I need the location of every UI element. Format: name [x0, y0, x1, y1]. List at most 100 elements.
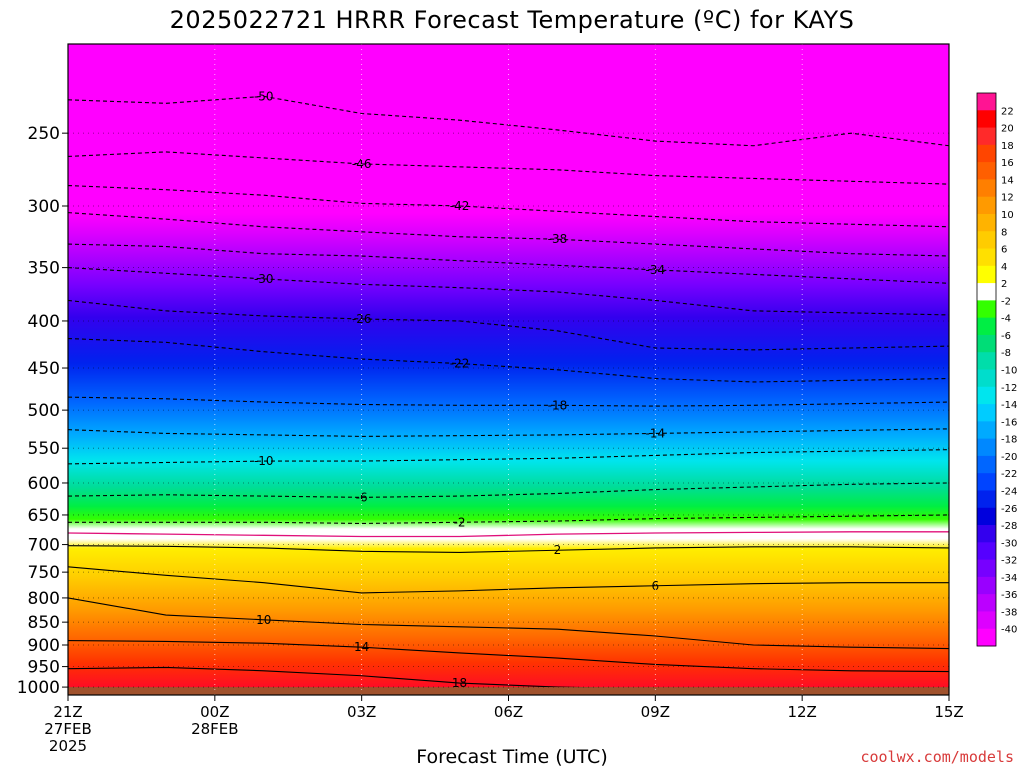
legend-label: -12	[1001, 383, 1017, 394]
y-tick-label: 900	[28, 636, 60, 656]
contour-label: -22	[450, 357, 470, 371]
legend-swatch	[977, 93, 996, 111]
legend-swatch	[977, 334, 996, 353]
y-axis: 250 300 350 400 450 500 550 600 650 700 750 800 850 9…	[17, 124, 68, 698]
legend-label: 4	[1001, 262, 1007, 273]
legend-swatch	[977, 525, 996, 543]
legend-swatch	[977, 369, 996, 388]
x-tick-label: 12Z	[787, 703, 816, 721]
legend-label: -22	[1001, 469, 1017, 480]
legend-label: -4	[1001, 314, 1011, 325]
legend-label: -18	[1001, 435, 1017, 446]
y-tick-label: 450	[28, 359, 60, 379]
contour-label: -2	[454, 515, 466, 529]
legend-label: -28	[1001, 521, 1017, 532]
legend-label: 6	[1001, 245, 1007, 256]
legend-swatch	[977, 300, 996, 319]
legend-swatch	[977, 231, 996, 250]
y-tick-label: 600	[28, 474, 60, 494]
legend-label: 8	[1001, 227, 1007, 238]
ground-surface	[68, 687, 949, 695]
contour-line	[68, 299, 949, 351]
legend-swatch	[977, 507, 996, 526]
legend-swatch	[977, 473, 996, 491]
legend-label: -32	[1001, 556, 1017, 567]
y-tick-label: 850	[28, 613, 60, 633]
y-tick-label: 350	[28, 259, 60, 279]
contour-line	[68, 545, 949, 554]
legend-label: -2	[1001, 296, 1011, 307]
legend-swatch	[977, 162, 996, 180]
legend-swatch	[977, 213, 996, 232]
x-tick-label: 03Z	[347, 703, 376, 721]
y-tick-label: 300	[28, 197, 60, 217]
legend-label: -10	[1001, 366, 1017, 377]
legend-swatch	[977, 455, 996, 474]
contour-label: -26	[352, 312, 372, 326]
contour-label: 10	[256, 613, 271, 627]
contour-line	[68, 338, 949, 383]
legend-swatch	[977, 490, 996, 509]
contour-label: -10	[254, 454, 274, 468]
contour-label: 18	[452, 676, 467, 690]
legend-swatch	[977, 127, 996, 146]
legend-label: -14	[1001, 400, 1017, 411]
legend-swatch	[977, 144, 996, 163]
legend-label: -26	[1001, 504, 1017, 515]
legend-label: -34	[1001, 573, 1017, 584]
x-axis-label: Forecast Time (UTC)	[416, 746, 608, 768]
legend-label: 14	[1001, 175, 1014, 186]
x-tick-label: 00Z	[200, 703, 229, 721]
legend-swatch	[977, 179, 996, 198]
y-tick-label: 800	[28, 589, 60, 609]
y-tick-label: 950	[28, 658, 60, 678]
legend-label: -8	[1001, 348, 1011, 359]
legend-label: -20	[1001, 452, 1017, 463]
legend-label: 18	[1001, 141, 1014, 152]
contour-line	[68, 212, 949, 257]
x-tick-label: 06Z	[494, 703, 523, 721]
legend-swatch	[977, 248, 996, 267]
y-tick-label: 550	[28, 439, 60, 459]
legend-label: -30	[1001, 538, 1017, 549]
legend-swatch	[977, 283, 996, 301]
x-tick-label: 15Z	[934, 703, 963, 721]
x-tick-label: 28FEB	[191, 720, 238, 738]
legend-label: 16	[1001, 158, 1014, 169]
contour-line	[68, 184, 949, 228]
legend-label: -6	[1001, 331, 1011, 342]
legend-swatch	[977, 265, 996, 284]
contour-label: -46	[352, 157, 372, 171]
legend-label: 22	[1001, 106, 1014, 117]
legend-label: 2	[1001, 279, 1007, 290]
x-tick-label: 09Z	[641, 703, 670, 721]
legend-swatch	[977, 559, 996, 578]
legend-swatch	[977, 542, 996, 561]
contour-line	[68, 597, 949, 650]
chart-title: 2025022721 HRRR Forecast Temperature (ºC…	[169, 6, 855, 34]
y-tick-label: 650	[28, 506, 60, 526]
x-tick-label: 2025	[49, 737, 87, 755]
legend-label: -38	[1001, 607, 1017, 618]
contour-label: -50	[254, 89, 274, 103]
legend-swatch	[977, 110, 996, 129]
legend-swatch	[977, 611, 996, 630]
legend-label: 10	[1001, 210, 1014, 221]
contour-label: -18	[548, 398, 568, 412]
contour-label: -38	[548, 232, 568, 246]
grid-lines	[68, 44, 949, 695]
y-tick-label: 700	[28, 536, 60, 556]
legend-label: 12	[1001, 193, 1014, 204]
legend-label: -40	[1001, 625, 1017, 636]
color-legend: 22 20 18 16 14 12 10 8 6 4 2 -2 -4 -6 -8 -10 -12 -14 -16 -1…	[976, 92, 1017, 647]
legend-swatch	[977, 576, 996, 595]
legend-swatch	[977, 404, 996, 422]
y-tick-label: 500	[28, 401, 60, 421]
credit-link[interactable]: coolwx.com/models	[860, 748, 1014, 766]
legend-label: -16	[1001, 417, 1017, 428]
legend-label: -24	[1001, 486, 1017, 497]
legend-swatch	[977, 352, 996, 370]
legend-swatch	[977, 628, 996, 647]
